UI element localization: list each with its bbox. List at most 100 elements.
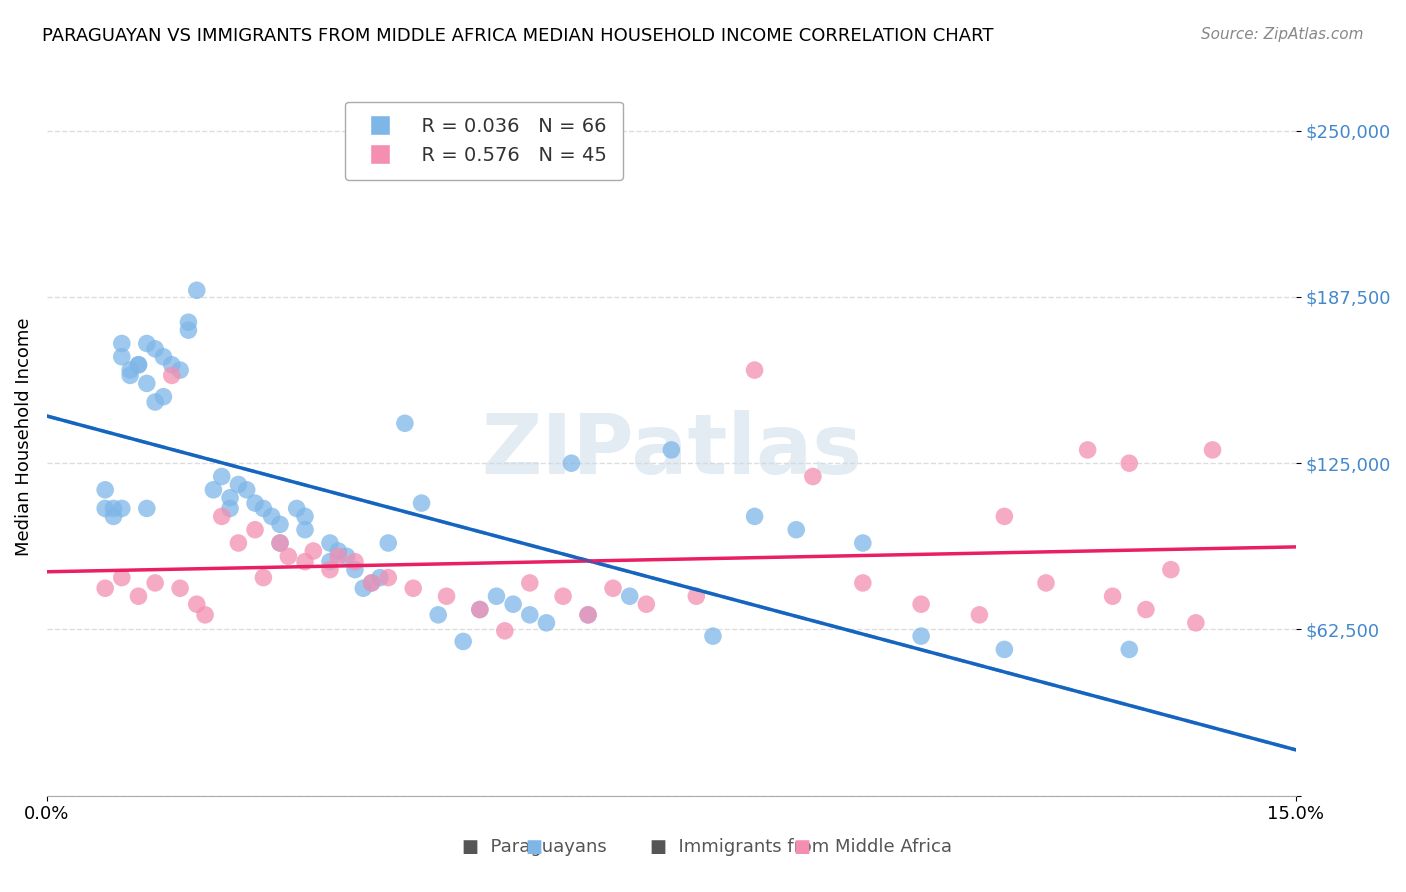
Immigrants from Middle Africa (269, 536, 291, 550)
Legend:   R = 0.036   N = 66,   R = 0.576   N = 45: R = 0.036 N = 66, R = 0.576 N = 45 (346, 102, 623, 180)
Paraguayans (152, 390, 174, 404)
Paraguayans (910, 629, 932, 643)
Paraguayans (120, 363, 142, 377)
Immigrants from Middle Africa (294, 555, 316, 569)
Paraguayans (744, 509, 766, 524)
Immigrants from Middle Africa (1160, 563, 1182, 577)
Paraguayans (94, 501, 117, 516)
Paraguayans (285, 501, 308, 516)
Paraguayans (252, 501, 274, 516)
Paraguayans (659, 442, 682, 457)
Paraguayans (411, 496, 433, 510)
Paraguayans (202, 483, 225, 497)
Paraguayans (468, 602, 491, 616)
Paraguayans (485, 589, 508, 603)
Immigrants from Middle Africa (551, 589, 574, 603)
Immigrants from Middle Africa (744, 363, 766, 377)
Immigrants from Middle Africa (377, 571, 399, 585)
Text: PARAGUAYAN VS IMMIGRANTS FROM MIDDLE AFRICA MEDIAN HOUSEHOLD INCOME CORRELATION : PARAGUAYAN VS IMMIGRANTS FROM MIDDLE AFR… (42, 27, 994, 45)
Paraguayans (177, 323, 200, 337)
Paraguayans (336, 549, 359, 564)
Immigrants from Middle Africa (993, 509, 1015, 524)
Paraguayans (319, 555, 342, 569)
Paraguayans (135, 501, 157, 516)
Immigrants from Middle Africa (169, 581, 191, 595)
Paraguayans (127, 358, 149, 372)
Immigrants from Middle Africa (494, 624, 516, 638)
Paraguayans (269, 536, 291, 550)
Immigrants from Middle Africa (969, 607, 991, 622)
Paraguayans (94, 483, 117, 497)
Paraguayans (243, 496, 266, 510)
Immigrants from Middle Africa (111, 571, 134, 585)
Immigrants from Middle Africa (343, 555, 366, 569)
Paraguayans (319, 536, 342, 550)
Immigrants from Middle Africa (328, 549, 350, 564)
Paraguayans (103, 501, 125, 516)
Immigrants from Middle Africa (402, 581, 425, 595)
Paraguayans (103, 509, 125, 524)
Paraguayans (120, 368, 142, 383)
Paraguayans (111, 336, 134, 351)
Paraguayans (135, 376, 157, 391)
Paraguayans (785, 523, 807, 537)
Paraguayans (111, 350, 134, 364)
Paraguayans (502, 597, 524, 611)
Immigrants from Middle Africa (852, 576, 875, 591)
Paraguayans (186, 283, 208, 297)
Paraguayans (294, 523, 316, 537)
Paraguayans (560, 456, 582, 470)
Paraguayans (235, 483, 257, 497)
Immigrants from Middle Africa (186, 597, 208, 611)
Immigrants from Middle Africa (1135, 602, 1157, 616)
Paraguayans (519, 607, 541, 622)
Paraguayans (143, 342, 166, 356)
Immigrants from Middle Africa (143, 576, 166, 591)
Paraguayans (328, 544, 350, 558)
Immigrants from Middle Africa (160, 368, 183, 383)
Paraguayans (368, 571, 391, 585)
Paraguayans (536, 615, 558, 630)
Text: ZIPatlas: ZIPatlas (481, 410, 862, 491)
Immigrants from Middle Africa (801, 469, 824, 483)
Immigrants from Middle Africa (468, 602, 491, 616)
Paraguayans (269, 517, 291, 532)
Immigrants from Middle Africa (194, 607, 217, 622)
Paraguayans (360, 576, 382, 591)
Immigrants from Middle Africa (1077, 442, 1099, 457)
Immigrants from Middle Africa (602, 581, 624, 595)
Immigrants from Middle Africa (685, 589, 707, 603)
Paraguayans (451, 634, 474, 648)
Paraguayans (576, 607, 599, 622)
Text: ■  Paraguayans: ■ Paraguayans (463, 838, 606, 856)
Text: ■: ■ (793, 838, 810, 856)
Immigrants from Middle Africa (1118, 456, 1140, 470)
Immigrants from Middle Africa (252, 571, 274, 585)
Paraguayans (427, 607, 450, 622)
Immigrants from Middle Africa (1185, 615, 1208, 630)
Paraguayans (177, 315, 200, 329)
Text: Source: ZipAtlas.com: Source: ZipAtlas.com (1201, 27, 1364, 42)
Immigrants from Middle Africa (1035, 576, 1057, 591)
Paraguayans (143, 395, 166, 409)
Paraguayans (260, 509, 283, 524)
Paraguayans (219, 501, 242, 516)
Paraguayans (1118, 642, 1140, 657)
Immigrants from Middle Africa (1201, 442, 1223, 457)
Immigrants from Middle Africa (436, 589, 458, 603)
Paraguayans (852, 536, 875, 550)
Y-axis label: Median Household Income: Median Household Income (15, 318, 32, 556)
Immigrants from Middle Africa (94, 581, 117, 595)
Paraguayans (377, 536, 399, 550)
Immigrants from Middle Africa (910, 597, 932, 611)
Paraguayans (152, 350, 174, 364)
Immigrants from Middle Africa (302, 544, 325, 558)
Immigrants from Middle Africa (211, 509, 233, 524)
Paraguayans (219, 491, 242, 505)
Text: ■: ■ (526, 838, 543, 856)
Paraguayans (211, 469, 233, 483)
Paraguayans (702, 629, 724, 643)
Paraguayans (394, 417, 416, 431)
Paraguayans (294, 509, 316, 524)
Paraguayans (111, 501, 134, 516)
